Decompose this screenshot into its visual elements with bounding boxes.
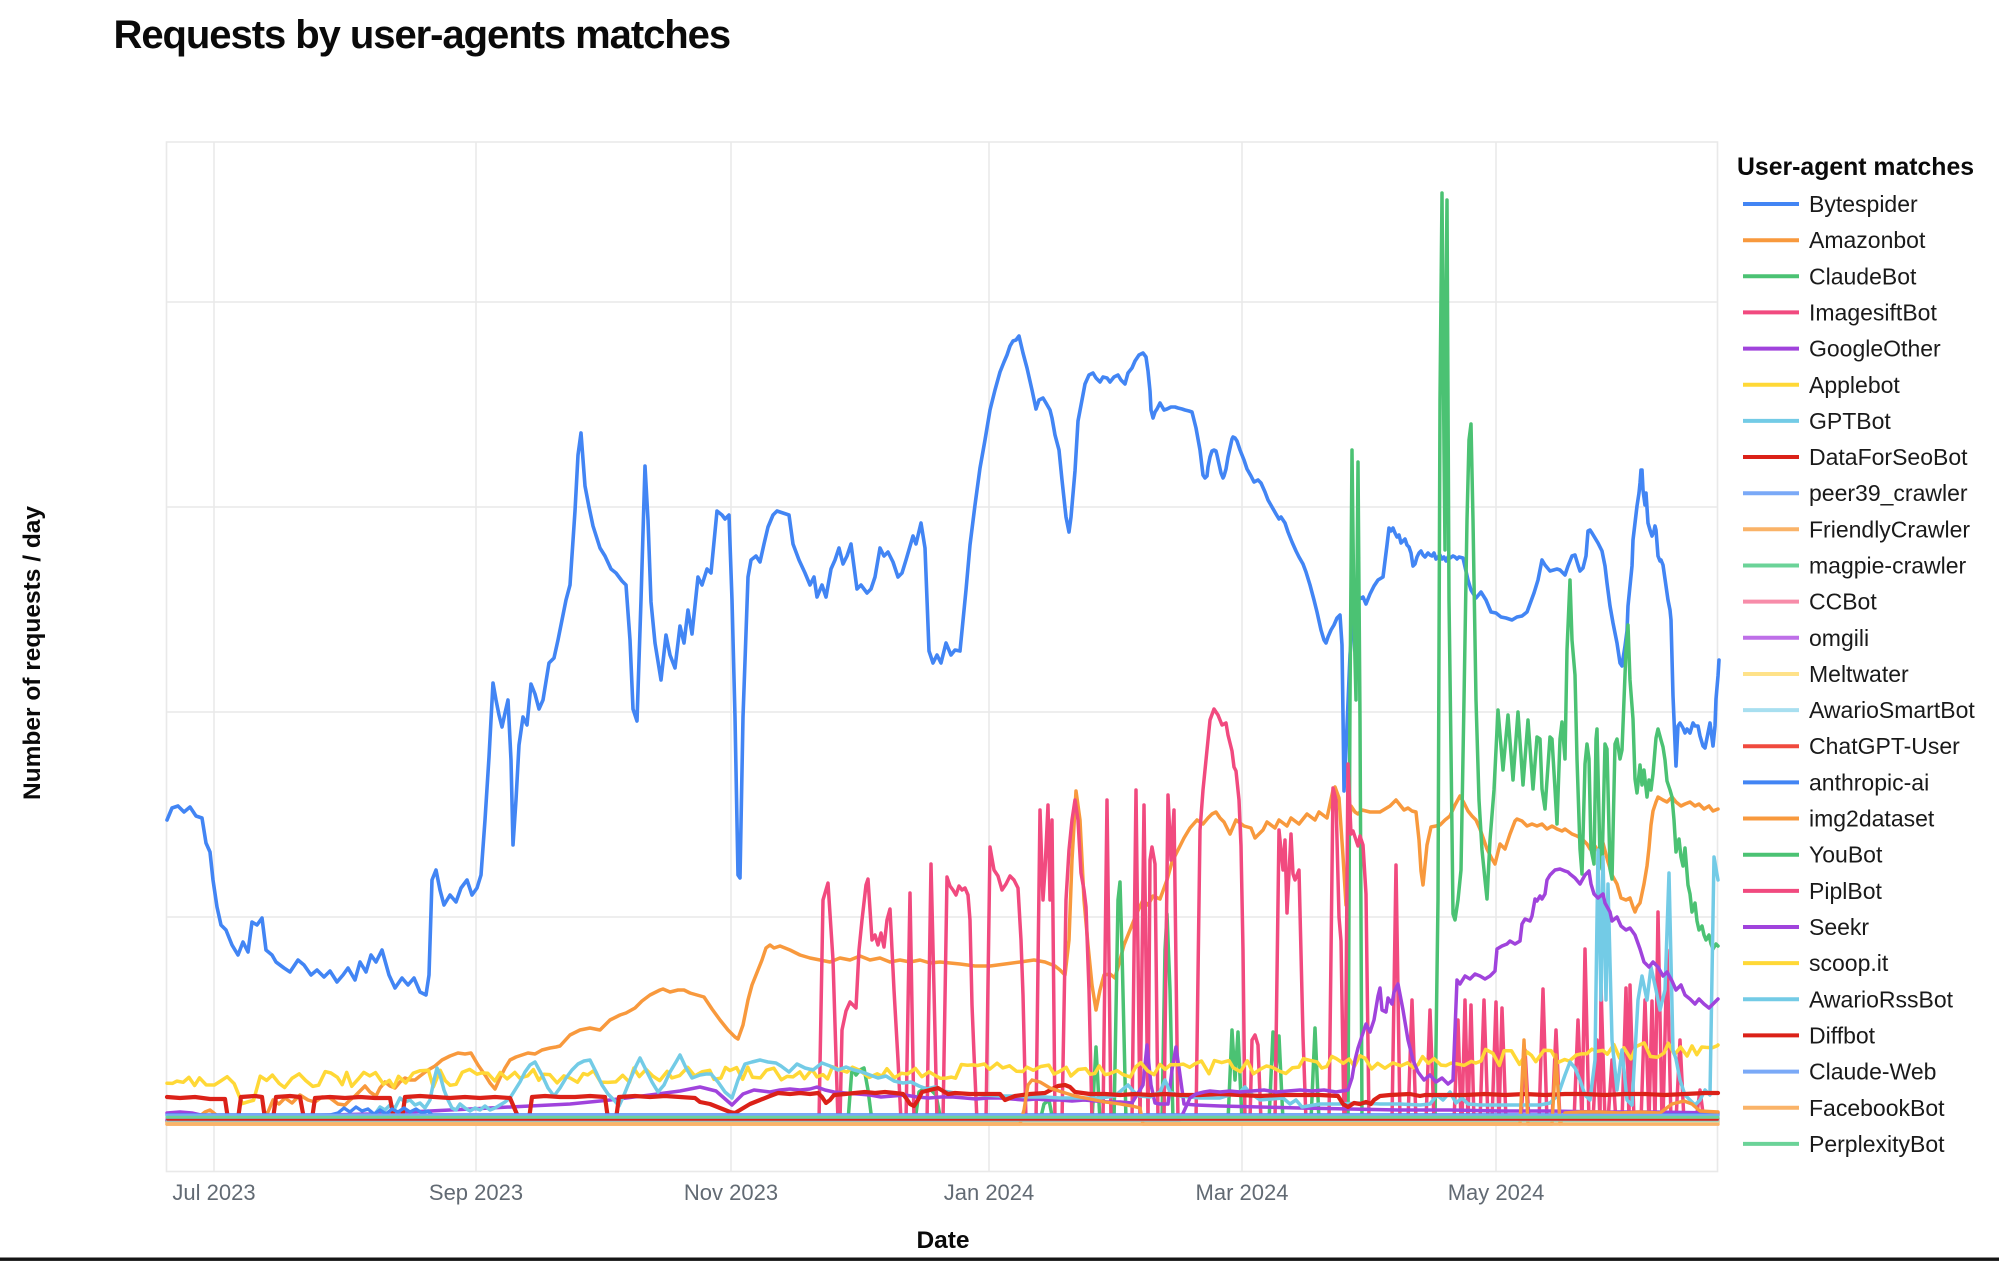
- svg-text:AwarioRssBot: AwarioRssBot: [1809, 986, 1954, 1012]
- svg-text:YouBot: YouBot: [1809, 842, 1883, 868]
- svg-text:FriendlyCrawler: FriendlyCrawler: [1809, 516, 1970, 542]
- svg-text:peer39_crawler: peer39_crawler: [1809, 480, 1968, 506]
- svg-text:Bytespider: Bytespider: [1809, 191, 1918, 217]
- svg-text:ImagesiftBot: ImagesiftBot: [1809, 299, 1937, 325]
- svg-text:Jan 2024: Jan 2024: [944, 1180, 1035, 1205]
- svg-text:FacebookBot: FacebookBot: [1809, 1095, 1945, 1121]
- svg-text:Claude-Web: Claude-Web: [1809, 1059, 1936, 1085]
- svg-text:Number of requests / day: Number of requests / day: [19, 506, 46, 800]
- svg-text:PerplexityBot: PerplexityBot: [1809, 1131, 1945, 1157]
- svg-text:DataForSeoBot: DataForSeoBot: [1809, 444, 1968, 470]
- svg-text:Requests by user-agents matche: Requests by user-agents matches: [114, 13, 731, 57]
- svg-text:User-agent matches: User-agent matches: [1737, 154, 1974, 181]
- svg-text:ClaudeBot: ClaudeBot: [1809, 263, 1917, 289]
- svg-text:anthropic-ai: anthropic-ai: [1809, 769, 1929, 795]
- svg-text:Date: Date: [916, 1227, 969, 1254]
- svg-text:ChatGPT-User: ChatGPT-User: [1809, 733, 1960, 759]
- svg-text:AwarioSmartBot: AwarioSmartBot: [1809, 697, 1975, 723]
- svg-text:May 2024: May 2024: [1448, 1180, 1545, 1205]
- svg-text:omgili: omgili: [1809, 625, 1869, 651]
- svg-text:Applebot: Applebot: [1809, 372, 1900, 398]
- svg-text:Jul 2023: Jul 2023: [172, 1180, 255, 1205]
- svg-text:Diffbot: Diffbot: [1809, 1022, 1876, 1048]
- svg-text:Amazonbot: Amazonbot: [1809, 227, 1926, 253]
- svg-text:Meltwater: Meltwater: [1809, 661, 1909, 687]
- svg-text:Mar 2024: Mar 2024: [1196, 1180, 1289, 1205]
- svg-text:GoogleOther: GoogleOther: [1809, 336, 1941, 362]
- svg-text:Nov 2023: Nov 2023: [684, 1180, 778, 1205]
- svg-text:GPTBot: GPTBot: [1809, 408, 1891, 434]
- svg-text:magpie-crawler: magpie-crawler: [1809, 553, 1967, 579]
- svg-text:CCBot: CCBot: [1809, 589, 1877, 615]
- svg-text:Seekr: Seekr: [1809, 914, 1869, 940]
- svg-text:img2dataset: img2dataset: [1809, 806, 1935, 832]
- svg-text:Sep 2023: Sep 2023: [429, 1180, 523, 1205]
- svg-text:PiplBot: PiplBot: [1809, 878, 1882, 904]
- svg-text:scoop.it: scoop.it: [1809, 950, 1889, 976]
